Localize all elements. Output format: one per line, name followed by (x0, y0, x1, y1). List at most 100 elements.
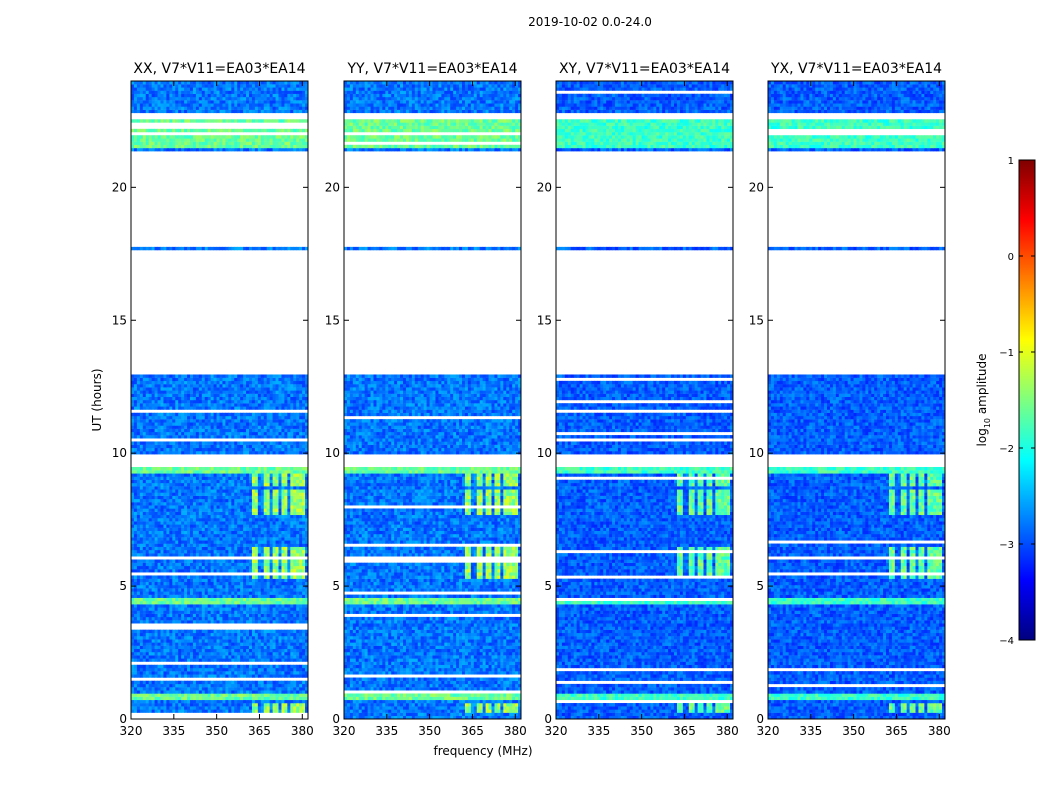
heatmap-cell (251, 466, 256, 471)
heatmap-cell (219, 585, 223, 589)
heatmap-cell (210, 604, 214, 608)
heatmap-cell (148, 451, 153, 455)
heatmap-cell (263, 642, 268, 646)
heatmap-cell (154, 422, 158, 426)
heatmap-cell (302, 486, 306, 490)
heatmap-cell (246, 419, 250, 423)
heatmap-cell (201, 530, 206, 535)
heatmap-cell (293, 553, 297, 557)
heatmap-cell (160, 629, 164, 634)
heatmap-cell (251, 680, 256, 685)
heatmap-cell (187, 451, 191, 455)
heatmap-cell (302, 419, 306, 423)
heatmap-cell (163, 546, 167, 551)
heatmap-cell (237, 425, 241, 429)
heatmap-cell (228, 476, 232, 480)
heatmap-cell (225, 674, 229, 678)
heatmap-cell (275, 428, 279, 433)
heatmap-cell (172, 441, 176, 445)
heatmap-cell (131, 591, 135, 595)
heatmap-cell (151, 680, 155, 685)
heatmap-cell (296, 588, 300, 592)
heatmap-cell (266, 565, 271, 570)
heatmap-cell (266, 690, 271, 694)
heatmap-cell (225, 607, 229, 611)
heatmap-cell (160, 687, 164, 691)
heatmap-cell (234, 492, 238, 496)
heatmap-cell (157, 492, 161, 496)
heatmap-cell (278, 495, 282, 500)
heatmap-cell (195, 543, 200, 547)
heatmap-cell (136, 412, 141, 417)
heatmap-cell (154, 476, 158, 480)
heatmap-cell (192, 425, 197, 429)
heatmap-cell (210, 524, 214, 528)
heatmap-cell (246, 604, 250, 608)
heatmap-cell (269, 613, 273, 618)
heatmap-cell (296, 533, 300, 538)
heatmap-cell (272, 428, 276, 433)
heatmap-cell (213, 422, 217, 426)
heatmap-cell (151, 415, 155, 420)
heatmap-cell (237, 585, 241, 589)
heatmap-cell (151, 489, 155, 493)
heatmap-cell (175, 667, 179, 672)
heatmap-cell (272, 527, 276, 531)
heatmap-cell (175, 632, 179, 637)
heatmap-cell (222, 642, 226, 646)
heatmap-cell (142, 492, 147, 496)
heatmap-cell (154, 581, 158, 586)
heatmap-cell (131, 604, 135, 608)
heatmap-cell (293, 537, 297, 541)
heatmap-cell (142, 616, 147, 621)
heatmap-cell (198, 565, 203, 570)
heatmap-cell (296, 466, 300, 471)
heatmap-cell (287, 537, 291, 541)
heatmap-cell (234, 495, 238, 500)
heatmap-cell (142, 636, 147, 640)
heatmap-cell (175, 425, 179, 429)
heatmap-cell (234, 482, 238, 487)
heatmap-cell (139, 664, 144, 669)
heatmap-cell (228, 696, 232, 701)
heatmap-cell (266, 521, 271, 525)
heatmap-cell (263, 591, 268, 595)
heatmap-cell (195, 667, 200, 672)
heatmap-cell (293, 578, 297, 583)
heatmap-cell (213, 540, 217, 544)
heatmap-cell (175, 486, 179, 490)
heatmap-cell (192, 591, 197, 595)
heatmap-cell (207, 575, 212, 579)
heatmap-cell (302, 482, 306, 487)
heatmap-cell (219, 524, 223, 528)
heatmap-cell (272, 591, 276, 595)
heatmap-cell (263, 412, 268, 417)
heatmap-cell (263, 447, 268, 452)
heatmap-cell (136, 562, 141, 567)
heatmap-cell (216, 565, 220, 570)
heatmap-cell (184, 690, 188, 694)
heatmap-cell (192, 524, 197, 528)
heatmap-cell (133, 604, 138, 608)
heatmap-cell (219, 696, 223, 701)
heatmap-cell (290, 473, 294, 477)
heatmap-cell (243, 648, 247, 653)
heatmap-cell (260, 498, 265, 503)
heatmap-cell (207, 441, 212, 445)
heatmap-cell (290, 709, 294, 713)
heatmap-cell (246, 524, 250, 528)
heatmap-cell (269, 441, 273, 445)
heatmap-cell (237, 581, 241, 586)
heatmap-cell (222, 575, 226, 579)
heatmap-cell (178, 696, 182, 701)
heatmap-cell (166, 709, 170, 713)
heatmap-cell (187, 604, 191, 608)
heatmap-cell (296, 451, 300, 455)
heatmap-cell (187, 569, 191, 573)
heatmap-cell (157, 693, 161, 697)
heatmap-cell (251, 591, 256, 595)
heatmap-cell (281, 680, 285, 685)
heatmap-cell (254, 699, 259, 704)
heatmap-cell (198, 671, 203, 675)
heatmap-cell (260, 632, 265, 637)
